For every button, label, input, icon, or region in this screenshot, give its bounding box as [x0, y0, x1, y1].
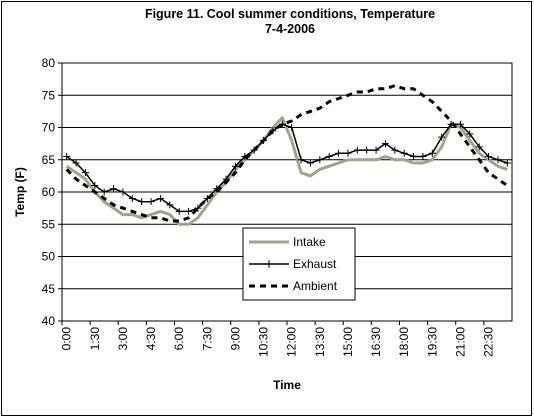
series-marker	[63, 153, 71, 161]
series-marker	[391, 146, 399, 154]
series-marker	[325, 153, 333, 161]
x-tick-label: 16:30	[369, 327, 383, 357]
series-marker	[110, 185, 118, 193]
series-marker	[381, 140, 389, 148]
series-marker	[410, 153, 418, 161]
series-marker	[419, 153, 427, 161]
y-axis-title: Temp (F)	[13, 167, 27, 217]
series-marker	[316, 156, 324, 164]
x-tick-label: 7:30	[200, 327, 214, 351]
chart-title: Figure 11. Cool summer conditions, Tempe…	[145, 7, 435, 21]
series-marker	[475, 143, 483, 151]
series-marker	[175, 207, 183, 215]
series-marker	[138, 198, 146, 206]
series-marker	[353, 146, 361, 154]
x-tick-label: 6:00	[172, 327, 186, 351]
series-marker	[503, 159, 511, 167]
chart-title: 7-4-2006	[265, 22, 315, 36]
series-marker	[91, 182, 99, 190]
legend-label: Ambient	[293, 279, 338, 293]
series-line	[65, 116, 508, 226]
series-marker	[288, 124, 296, 131]
y-tick-label: 80	[42, 56, 56, 70]
series-marker	[100, 188, 108, 196]
x-tick-label: 18:00	[397, 327, 411, 357]
series-marker	[363, 146, 371, 154]
series-marker	[185, 207, 193, 215]
series-marker	[335, 149, 343, 157]
x-tick-label: 10:30	[257, 327, 271, 357]
series-marker	[81, 169, 89, 177]
series-marker	[194, 204, 202, 212]
series-marker	[485, 153, 493, 161]
y-tick-label: 75	[42, 88, 56, 102]
legend-label: Intake	[293, 235, 326, 249]
x-tick-label: 1:30	[88, 327, 102, 351]
series-marker	[400, 149, 408, 157]
series-marker	[344, 149, 352, 157]
series-marker	[438, 133, 446, 141]
y-tick-label: 40	[42, 314, 56, 328]
x-tick-label: 19:30	[425, 327, 439, 357]
x-tick-label: 22:30	[482, 327, 496, 357]
series-marker	[119, 188, 127, 196]
x-tick-label: 0:00	[60, 327, 74, 351]
series-marker	[231, 162, 239, 170]
x-tick-label: 21:00	[453, 327, 467, 357]
series-marker	[372, 146, 380, 154]
x-tick-label: 4:30	[144, 327, 158, 351]
y-tick-label: 70	[42, 121, 56, 135]
y-tick-label: 45	[42, 282, 56, 296]
series-marker	[147, 198, 155, 206]
series-marker	[297, 156, 305, 164]
series-line	[66, 123, 508, 213]
x-tick-label: 15:00	[341, 327, 355, 357]
y-tick-label: 65	[42, 153, 56, 167]
series-marker	[166, 201, 174, 209]
y-tick-label: 55	[42, 217, 56, 231]
x-tick-label: 3:00	[116, 327, 130, 351]
series-marker	[494, 156, 502, 164]
y-tick-label: 50	[42, 250, 56, 264]
x-tick-label: 12:00	[285, 327, 299, 357]
series-marker	[72, 159, 80, 167]
series-marker	[456, 120, 464, 128]
y-tick-label: 60	[42, 185, 56, 199]
series-marker	[306, 159, 314, 167]
series-marker	[128, 194, 136, 202]
x-axis-title: Time	[273, 378, 301, 392]
x-tick-label: 9:00	[228, 327, 242, 351]
series-line	[65, 84, 509, 223]
legend-label: Exhaust	[293, 257, 337, 271]
x-tick-label: 13:30	[313, 327, 327, 357]
series-marker	[428, 149, 436, 157]
series-marker	[466, 130, 474, 138]
series-marker	[156, 194, 164, 202]
legend-marker	[265, 260, 273, 268]
